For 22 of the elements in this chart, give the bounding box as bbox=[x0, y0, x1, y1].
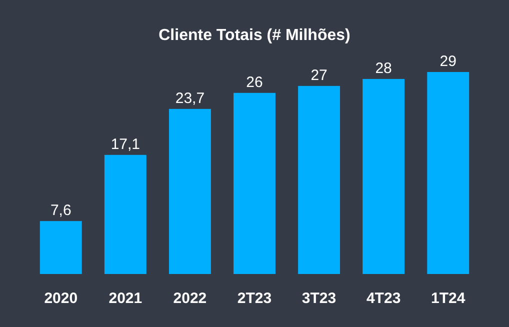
data-label: 7,6 bbox=[50, 202, 72, 220]
data-label: 26 bbox=[246, 74, 263, 91]
bar bbox=[104, 154, 146, 274]
data-label: 23,7 bbox=[175, 90, 205, 107]
x-tick-label: 4T23 bbox=[366, 290, 401, 307]
bar bbox=[234, 92, 276, 274]
x-tick-label: 3T23 bbox=[302, 290, 336, 307]
bar bbox=[298, 86, 340, 274]
data-label: 28 bbox=[375, 60, 392, 77]
bar bbox=[168, 108, 211, 274]
x-tick-label: 2T23 bbox=[237, 290, 272, 307]
bar bbox=[427, 72, 470, 274]
chart-title: Cliente Totais (# Milhões) bbox=[158, 27, 350, 44]
x-tick-label: 2020 bbox=[44, 290, 78, 307]
x-tick-label: 2022 bbox=[173, 290, 207, 307]
x-tick-label: 2021 bbox=[108, 290, 142, 307]
bar bbox=[40, 221, 82, 274]
data-label: 29 bbox=[440, 53, 456, 70]
x-tick-label: 1T24 bbox=[431, 290, 466, 307]
data-label: 17,1 bbox=[110, 136, 140, 153]
data-label: 27 bbox=[310, 66, 328, 84]
bar bbox=[362, 78, 405, 274]
